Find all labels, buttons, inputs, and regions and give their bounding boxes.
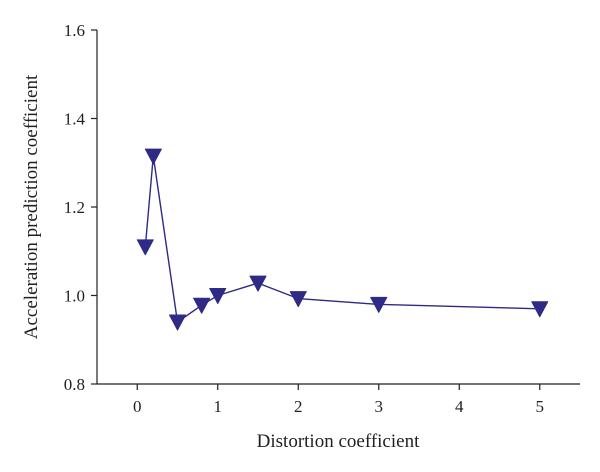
y-tick-label: 1.4 <box>64 110 86 129</box>
y-tick-label: 1.0 <box>64 287 85 306</box>
series-group <box>136 148 549 331</box>
data-point-triangle-down <box>531 301 549 318</box>
data-point-triangle-down <box>169 314 186 331</box>
x-tick-label: 2 <box>294 397 303 416</box>
y-tick-label: 0.8 <box>64 375 85 394</box>
x-tick-label: 1 <box>214 397 223 416</box>
data-point-triangle-down <box>289 291 307 308</box>
series-line <box>144 155 540 324</box>
x-ticks: 0 1 2 3 4 5 <box>133 384 544 416</box>
data-point-triangle-down <box>370 296 388 313</box>
data-point-triangle-down <box>136 239 154 256</box>
data-point-triangle-down <box>209 288 227 304</box>
y-tick-label: 1.2 <box>64 198 85 217</box>
y-axis-title: Acceleration prediction coefficient <box>21 74 42 339</box>
data-point-triangle-down <box>144 148 162 165</box>
axes <box>96 30 580 385</box>
x-tick-label: 3 <box>375 397 384 416</box>
x-tick-label: 4 <box>455 397 464 416</box>
data-point-triangle-down <box>249 275 267 292</box>
x-tick-label: 0 <box>133 397 142 416</box>
x-axis-title: Distortion coefficient <box>257 431 420 452</box>
y-tick-label: 1.6 <box>64 21 85 40</box>
data-point-triangle-down <box>193 297 211 314</box>
y-ticks: 0.8 1.0 1.2 1.4 1.6 <box>64 21 97 394</box>
x-tick-label: 5 <box>536 397 545 416</box>
